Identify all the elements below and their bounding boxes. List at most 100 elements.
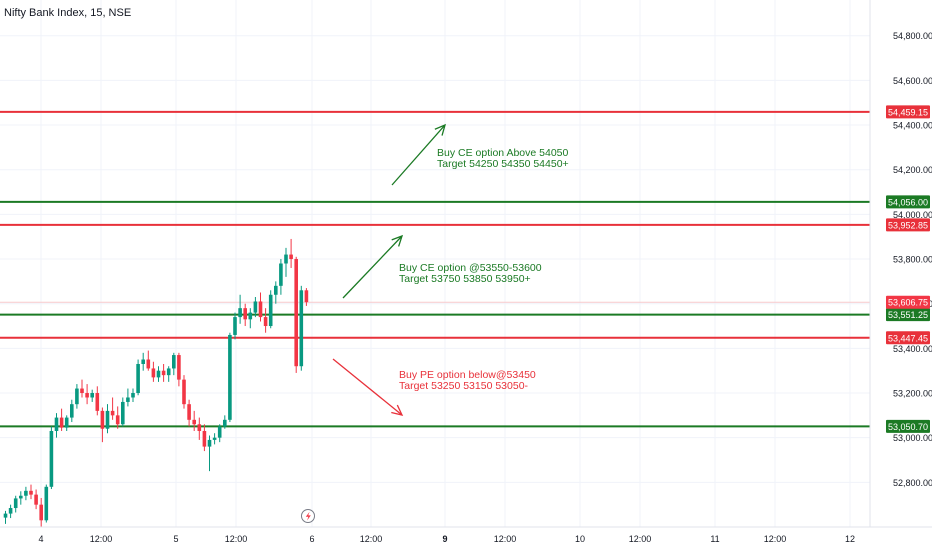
candle-body [131, 393, 135, 398]
candle [166, 366, 171, 382]
y-tick-label: 52,800.00 [893, 478, 932, 488]
price-badges: 54,459.15 54,056.00 53,952.85 53,551.25 53,4… [886, 105, 930, 433]
price-badge: 53,050.70 [886, 419, 930, 433]
candle [49, 426, 54, 490]
arrow[interactable] [342, 234, 404, 299]
candle-body [177, 355, 181, 380]
candle [289, 238, 293, 268]
arrow[interactable] [391, 123, 446, 186]
annotation-line: Buy PE option below@53450 [399, 369, 536, 381]
candle [202, 424, 207, 452]
x-tick-label: 6 [309, 534, 314, 544]
y-tick-label: 54,000.00 [893, 210, 932, 220]
candle-body [29, 490, 33, 495]
candle [136, 359, 140, 396]
candle-body [100, 410, 105, 429]
candle-body [248, 312, 253, 320]
price-axis[interactable]: 52,800.00 53,000.00 53,200.00 53,400.00 53,6… [869, 0, 932, 527]
candle-body [253, 301, 258, 313]
candle-body [207, 439, 212, 447]
candle-body [39, 504, 43, 521]
candle-body [75, 388, 79, 405]
candle-body [64, 417, 69, 428]
candle [156, 366, 161, 382]
candle-body [59, 417, 64, 428]
horizontal-levels[interactable] [0, 110, 870, 428]
price-badge: 53,447.45 [886, 331, 930, 345]
candle [131, 388, 135, 402]
candle-body [217, 426, 222, 438]
candle-body [136, 363, 140, 394]
candle [75, 384, 79, 409]
candle [29, 484, 33, 500]
candle [207, 435, 212, 472]
candle-body [44, 486, 49, 521]
time-axis[interactable]: 4 12:00 5 12:00 6 12:00 9 12:00 10 12:00 11 12:00 12 [0, 526, 932, 544]
arrow-shaft [332, 358, 403, 416]
candle-body [289, 254, 293, 260]
candle-body [49, 430, 54, 487]
candle-body [24, 490, 28, 496]
candle-body [161, 370, 166, 376]
candle-body [110, 410, 115, 416]
candle-body [85, 393, 89, 398]
candle [187, 399, 191, 427]
candle-body [80, 388, 84, 394]
candle-body [126, 397, 130, 402]
candle-body [115, 415, 120, 425]
candle [253, 296, 258, 318]
price-badge-bg [886, 195, 930, 209]
candle [54, 413, 59, 438]
price-badge-bg [886, 308, 930, 322]
arrow-shaft [342, 235, 403, 299]
candle [172, 352, 176, 376]
candle [121, 397, 125, 427]
candle-body [146, 359, 151, 369]
price-badge-bg [886, 295, 930, 309]
candle-body [192, 419, 196, 425]
candle [110, 397, 115, 420]
arrow-head [391, 404, 404, 416]
event-marker-icon[interactable] [301, 509, 315, 523]
y-tick-label: 53,800.00 [893, 255, 932, 265]
candle-body [13, 498, 18, 509]
annotation-line: Buy CE option Above 54050 [437, 147, 569, 159]
arrow-head [434, 123, 446, 136]
candle-body [274, 285, 278, 295]
candle [85, 384, 89, 405]
candle-body [105, 410, 110, 429]
candle [197, 417, 202, 440]
y-tick-label: 54,600.00 [893, 76, 932, 86]
candle-body [197, 424, 202, 431]
price-badge: 53,606.75 [886, 295, 930, 309]
candle [115, 406, 120, 429]
annotation-line: Buy CE option @53550-53600 [399, 262, 542, 274]
candle-body [263, 317, 268, 327]
candle-body [172, 355, 176, 369]
candle-body [279, 263, 283, 286]
candle-body [258, 301, 263, 318]
candle-body [243, 308, 247, 320]
candle [268, 290, 273, 329]
annotation-arrows[interactable] [332, 123, 446, 416]
arrow[interactable] [332, 358, 404, 416]
arrow-shaft [391, 124, 446, 186]
x-tick-label: 10 [575, 534, 585, 544]
candle [294, 256, 298, 373]
candle [217, 424, 222, 443]
x-tick-label: 5 [173, 534, 178, 544]
x-tick-label: 12:00 [360, 534, 383, 544]
candle-body [304, 290, 309, 303]
candle [90, 389, 94, 402]
candle-body [151, 368, 156, 378]
x-tick-label: 11 [710, 534, 719, 544]
x-tick-label: 12:00 [764, 534, 787, 544]
grid-lines [0, 0, 870, 527]
y-tick-label: 53,200.00 [893, 389, 932, 399]
candle [223, 415, 227, 429]
